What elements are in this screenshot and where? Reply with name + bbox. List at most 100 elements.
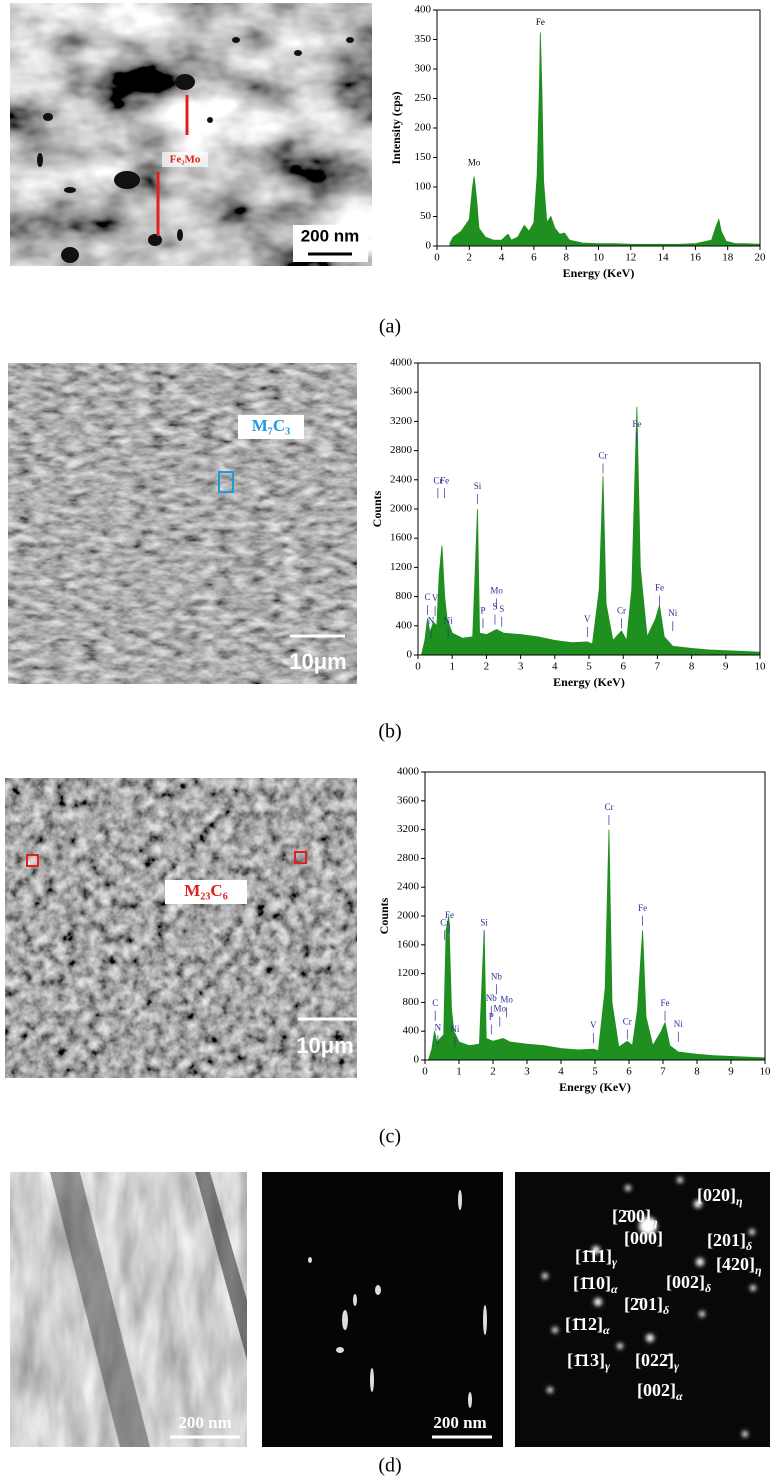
diffraction-label: [2̄00]η (612, 1206, 658, 1229)
y-tick-label: 2400 (397, 881, 420, 893)
y-tick-label: 400 (403, 1025, 420, 1037)
y-axis-title: Counts (370, 490, 384, 527)
x-tick-label: 9 (728, 1066, 734, 1078)
bright-field-image: 200 nm (10, 1172, 247, 1447)
x-tick-label: 2 (490, 1066, 496, 1078)
peak-label: Ni (450, 1024, 459, 1034)
x-tick-label: 8 (563, 252, 569, 264)
diffraction-phase: η (755, 1263, 762, 1277)
y-tick-label: 50 (420, 210, 432, 222)
diffraction-index: [020] (697, 1185, 736, 1205)
diffraction-label: [1̄13]γ (567, 1350, 610, 1373)
x-tick-label: 3 (518, 661, 524, 673)
y-tick-label: 3200 (397, 823, 420, 835)
diffraction-index: [1̄13] (567, 1350, 605, 1370)
diffraction-index: [022̄] (635, 1350, 674, 1370)
spectrum (420, 406, 761, 656)
peak-label: V (432, 593, 439, 603)
diffraction-label: [2̄01]δ (624, 1294, 669, 1317)
diffraction-index: [002] (637, 1380, 676, 1400)
peak-label: Cr (433, 475, 442, 485)
x-tick-label: 2 (484, 661, 490, 673)
y-tick-label: 300 (415, 63, 432, 75)
diffraction-index: [2̄00] (612, 1206, 651, 1226)
plot-frame (424, 771, 766, 1061)
peak-label: Fe (638, 903, 647, 913)
diffraction-index: [2̄01] (624, 1294, 663, 1314)
x-tick-label: 8 (689, 661, 695, 673)
x-tick-label: 6 (626, 1066, 632, 1078)
y-tick-label: 350 (415, 33, 432, 45)
scale-label: 10μm (289, 649, 347, 674)
y-tick-label: 2800 (390, 444, 413, 456)
y-axis-title: Intensity (cps) (389, 91, 403, 164)
diffraction-index: [1̄10] (573, 1273, 611, 1293)
dark-field-image: 200 nm (262, 1172, 503, 1447)
x-tick-label: 5 (592, 1066, 598, 1078)
y-tick-label: 3200 (390, 415, 413, 427)
x-tick-label: 0 (415, 661, 421, 673)
y-tick-label: 400 (415, 4, 432, 16)
diffraction-phase: α (611, 1282, 618, 1296)
y-tick-label: 2000 (397, 910, 420, 922)
diffraction-phase: δ (663, 1303, 669, 1317)
y-tick-label: 4000 (390, 357, 413, 369)
y-tick-label: 0 (426, 240, 432, 252)
diffraction-label: [1̄12]α (565, 1314, 610, 1337)
y-tick-label: 100 (415, 181, 432, 193)
phase-label: Fe₂Mo (170, 154, 201, 166)
peak-label: S (499, 604, 504, 614)
peak-label: N (428, 615, 435, 625)
plot-frame (417, 362, 761, 656)
peak-label: P (480, 605, 485, 615)
diffraction-pattern (515, 1172, 770, 1447)
x-tick-label: 1 (449, 661, 455, 673)
peak-label: Cr (604, 802, 613, 812)
peak-label: N (435, 1022, 442, 1032)
phase-label: M₂₃C₆ (184, 881, 228, 900)
x-tick-label: 2 (467, 252, 473, 264)
diffraction-index: [000] (624, 1228, 663, 1248)
x-tick-label: 0 (434, 252, 440, 264)
diffraction-phase: γ (612, 1255, 617, 1269)
diffraction-label: [000] (624, 1228, 663, 1248)
y-tick-label: 800 (396, 590, 413, 602)
peak-label: V (590, 1020, 597, 1030)
y-tick-label: 250 (415, 92, 432, 104)
x-tick-label: 0 (422, 1066, 428, 1078)
diffraction-index: [002] (666, 1272, 705, 1292)
scale-label: 200 nm (178, 1413, 231, 1432)
x-tick-label: 10 (755, 661, 767, 673)
spectrum (427, 829, 766, 1061)
y-tick-label: 0 (407, 649, 413, 661)
x-tick-label: 1 (456, 1066, 462, 1078)
x-axis-title: Energy (KeV) (559, 1080, 631, 1094)
diffraction-label: [002]α (637, 1380, 683, 1403)
peak-label: Fe (440, 475, 449, 485)
y-tick-label: 1600 (390, 532, 413, 544)
y-tick-label: 4000 (397, 766, 420, 778)
diffraction-phase: α (676, 1389, 683, 1403)
peak-label: Cr (617, 605, 626, 615)
y-tick-label: 2800 (397, 852, 420, 864)
x-tick-label: 14 (658, 252, 670, 264)
diffraction-phase: γ (674, 1359, 679, 1373)
diffraction-index: [201] (707, 1230, 746, 1250)
x-tick-label: 16 (690, 252, 702, 264)
panel-label: (d) (378, 1455, 401, 1477)
x-tick-label: 9 (723, 661, 729, 673)
x-tick-label: 18 (722, 252, 734, 264)
peak-label: Fe (661, 998, 670, 1008)
peak-label: C (425, 592, 431, 602)
plot-frame (436, 9, 761, 247)
peak-label: Cr (440, 917, 449, 927)
x-tick-label: 12 (625, 252, 636, 264)
peak-label: Mo (468, 157, 481, 167)
tem-image-a: Fe₂Mo 200 nm (10, 3, 372, 266)
diffraction-label: [002]δ (666, 1272, 711, 1295)
peak-label: Fe (655, 583, 664, 593)
phase-label: M₇C₃ (252, 416, 291, 435)
peak-label: P (489, 1012, 494, 1022)
x-tick-label: 6 (531, 252, 537, 264)
